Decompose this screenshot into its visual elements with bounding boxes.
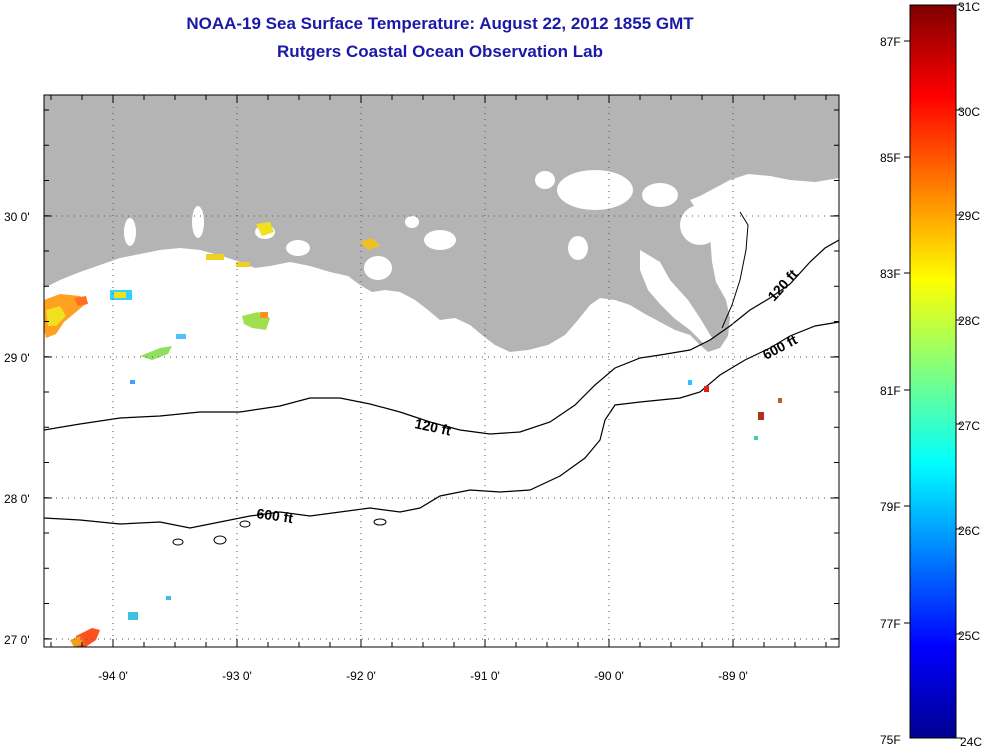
celsius-label: 28C	[958, 314, 980, 328]
lake	[557, 170, 633, 210]
lake	[364, 256, 392, 280]
lat-label: 28 0'	[4, 492, 30, 506]
map-title: NOAA-19 Sea Surface Temperature: August …	[186, 14, 694, 33]
contour-ring	[213, 535, 227, 545]
fahrenheit-label: 79F	[880, 500, 901, 514]
lake	[642, 183, 678, 207]
contour-600ft	[44, 321, 839, 529]
colorbar-ticks	[904, 4, 962, 739]
lake	[680, 205, 720, 245]
lat-label: 30 0'	[4, 210, 30, 224]
colorbar	[909, 4, 957, 739]
celsius-label: 29C	[958, 209, 980, 223]
fahrenheit-label: 81F	[880, 384, 901, 398]
celsius-label: 24C	[960, 735, 982, 749]
map-subtitle: Rutgers Coastal Ocean Observation Lab	[277, 42, 603, 61]
celsius-label: 26C	[958, 524, 980, 538]
lake	[568, 236, 588, 260]
celsius-label: 31C	[958, 0, 980, 14]
map-frame	[43, 94, 840, 648]
fahrenheit-label: 75F	[880, 733, 901, 747]
contour-ring	[239, 520, 251, 528]
contour-ring	[172, 538, 184, 546]
lon-label: -91 0'	[470, 669, 500, 683]
fahrenheit-label: 77F	[880, 617, 901, 631]
contour-120ft	[44, 239, 839, 435]
fahrenheit-label: 87F	[880, 35, 901, 49]
axis-ticks	[44, 95, 839, 647]
lat-label: 27 0'	[4, 633, 30, 647]
sst-patches	[44, 222, 782, 647]
latitude-labels: 30 0' 29 0' 28 0' 27 0'	[4, 210, 30, 647]
lon-label: -90 0'	[594, 669, 624, 683]
delta-marsh	[640, 250, 712, 344]
contour-label-600ft: 600 ft	[256, 505, 295, 526]
lon-label: -94 0'	[98, 669, 128, 683]
lon-label: -89 0'	[718, 669, 748, 683]
lake	[535, 171, 555, 189]
lake	[424, 230, 456, 250]
lake	[405, 216, 419, 228]
celsius-label: 30C	[958, 105, 980, 119]
fahrenheit-label: 85F	[880, 151, 901, 165]
lake	[286, 240, 310, 256]
colorbar-fahrenheit-labels: 87F 85F 83F 81F 79F 77F 75F	[880, 35, 901, 747]
lake	[124, 218, 136, 246]
land-mass	[44, 95, 839, 352]
lon-label: -93 0'	[222, 669, 252, 683]
lat-label: 29 0'	[4, 351, 30, 365]
colorbar-celsius-labels: 31C 30C 29C 28C 27C 26C 25C 24C	[958, 0, 982, 749]
longitude-labels: -94 0' -93 0' -92 0' -91 0' -90 0' -89 0…	[98, 669, 748, 683]
contour-120ft-delta	[721, 211, 749, 329]
contour-label-120ft: 120 ft	[413, 415, 452, 438]
lon-label: -92 0'	[346, 669, 376, 683]
fahrenheit-label: 83F	[880, 267, 901, 281]
celsius-label: 27C	[958, 419, 980, 433]
lake	[192, 206, 204, 238]
celsius-label: 25C	[958, 629, 980, 643]
graticule	[44, 95, 839, 647]
contour-ring	[373, 518, 387, 526]
